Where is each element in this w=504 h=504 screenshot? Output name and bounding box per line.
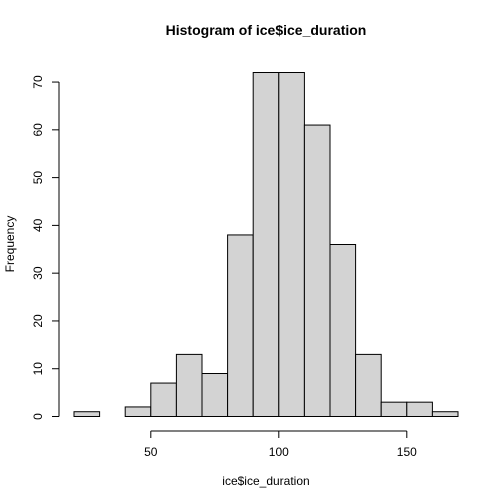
histogram-bar-9 — [303, 124, 331, 417]
chart-title: Histogram of ice$ice_duration — [166, 22, 367, 38]
x-tick-label-150: 150 — [397, 445, 417, 459]
histogram-bar-4 — [175, 353, 203, 418]
y-tick-label-0: 0 — [31, 413, 45, 420]
y-tick-label-60: 60 — [31, 123, 45, 137]
histogram-bar-8 — [278, 72, 305, 417]
x-tick-label-50: 50 — [144, 445, 158, 459]
histogram-bar-7 — [252, 72, 280, 417]
histogram-bar-13 — [406, 401, 433, 418]
histogram-bar-12 — [380, 401, 408, 418]
histogram-bar-10 — [329, 244, 357, 417]
histogram-bar-2 — [124, 406, 152, 418]
y-tick-label-20: 20 — [31, 314, 45, 328]
x-tick-label-100: 100 — [269, 445, 289, 459]
bars-group — [73, 72, 459, 418]
x-axis: 50 100 150 — [144, 430, 417, 459]
y-axis-label: Frequency — [3, 216, 17, 273]
histogram-bar-3 — [150, 382, 177, 417]
y-tick-label-70: 70 — [31, 75, 45, 89]
histogram-bar-5 — [201, 373, 229, 417]
y-axis: 0 10 20 30 40 50 60 70 — [31, 75, 60, 420]
histogram-bar-6 — [227, 234, 254, 417]
histogram-bar-14 — [431, 411, 459, 418]
histogram-bar-11 — [355, 353, 382, 418]
y-tick-label-30: 30 — [31, 266, 45, 280]
y-tick-label-40: 40 — [31, 218, 45, 232]
x-axis-label: ice$ice_duration — [222, 474, 309, 488]
y-tick-label-50: 50 — [31, 171, 45, 185]
histogram-bar-0 — [73, 411, 101, 418]
y-tick-label-10: 10 — [31, 362, 45, 376]
